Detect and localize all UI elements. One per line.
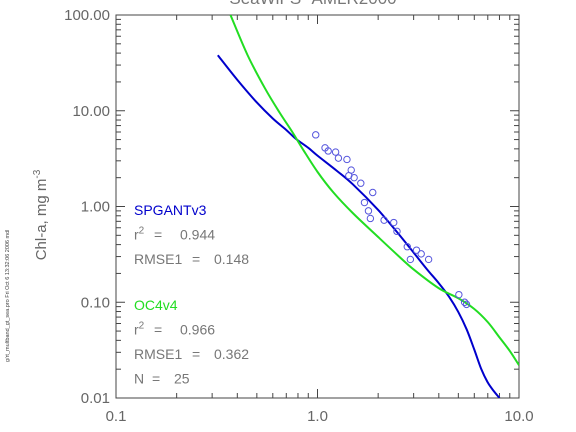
legend-stat-eq: = <box>192 251 200 267</box>
legend-stat: RMSE1 = 0.362 <box>134 346 249 362</box>
legend-stat-label: RMSE1 <box>134 346 182 362</box>
legend-series-name: OC4v4 <box>134 297 178 313</box>
series-curve-oc4v4 <box>229 15 519 366</box>
data-point <box>406 255 415 264</box>
y-axis-label: Chl-a, mg m-3 <box>32 169 50 260</box>
legend-stat-value: 0.148 <box>214 251 249 267</box>
legend-stat-value: 0.966 <box>180 322 215 338</box>
y-tick-label: 1.00 <box>81 199 110 216</box>
y-axis-label-superscript: -3 <box>32 169 43 178</box>
data-point <box>380 216 388 224</box>
y-tick-label: 0.01 <box>81 390 110 407</box>
data-point <box>455 290 463 299</box>
y-tick-label: 100.00 <box>64 7 110 24</box>
data-point <box>424 255 433 264</box>
legend-stat: RMSE1 = 0.148 <box>134 251 249 267</box>
data-point <box>366 214 375 223</box>
chart-title: SeaWiFS -AMLR2000 <box>229 0 396 8</box>
x-tick-label: 1.0 <box>307 408 328 425</box>
y-tick-label: 10.00 <box>72 103 110 120</box>
legend-stat-value: 0.362 <box>214 346 249 362</box>
data-point <box>412 246 421 254</box>
legend-stat-label: N <box>134 371 144 387</box>
legend-stat: r2 = 0.944 <box>134 226 215 243</box>
legend-stat-eq: = <box>192 346 200 362</box>
legend-stat-eq: = <box>154 322 162 338</box>
x-tick-label: 0.1 <box>106 408 127 425</box>
data-point <box>334 154 343 162</box>
data-point <box>350 173 358 182</box>
data-point <box>312 131 320 139</box>
legend-stat-eq: = <box>152 371 160 387</box>
data-point <box>324 147 332 155</box>
data-point <box>347 166 355 174</box>
data-point <box>462 300 471 309</box>
data-point <box>357 179 365 187</box>
series-curve-spgantv3 <box>217 54 501 398</box>
axis-ticks: 0.1 1.0 10.0 0.01 0.10 1.00 10.00 100.00 <box>64 7 533 425</box>
side-text: g/rt_multband_gt_sea.pro Fri Oct 6 13:32… <box>5 230 11 362</box>
legend-stat-superscript: 2 <box>139 321 145 332</box>
legend-series-name: SPGANTv3 <box>134 202 207 218</box>
legend-stat-value: 25 <box>174 371 190 387</box>
data-point <box>331 148 340 156</box>
data-point <box>393 227 401 236</box>
y-axis-label-text: Chl-a, mg m <box>33 179 50 261</box>
data-points <box>312 131 471 309</box>
legend-stat-label: r <box>134 322 139 338</box>
data-point <box>417 250 425 258</box>
data-point <box>364 207 373 215</box>
x-tick-label: 10.0 <box>504 408 533 425</box>
legend-stat-superscript: 2 <box>139 226 145 237</box>
legend-stat: r2 = 0.966 <box>134 321 215 338</box>
legend-stat: N = 25 <box>134 371 190 387</box>
data-point <box>403 243 411 251</box>
legend-stat-value: 0.944 <box>180 227 215 243</box>
model-curves <box>217 15 519 398</box>
data-point <box>343 155 351 164</box>
y-tick-label: 0.10 <box>81 294 110 311</box>
data-point <box>390 218 398 227</box>
legend-stat-eq: = <box>154 227 162 243</box>
data-point <box>369 188 377 197</box>
legend-stat-label: RMSE1 <box>134 251 182 267</box>
data-point <box>460 298 469 306</box>
data-point <box>360 198 369 207</box>
legend-stat-label: r <box>134 227 139 243</box>
